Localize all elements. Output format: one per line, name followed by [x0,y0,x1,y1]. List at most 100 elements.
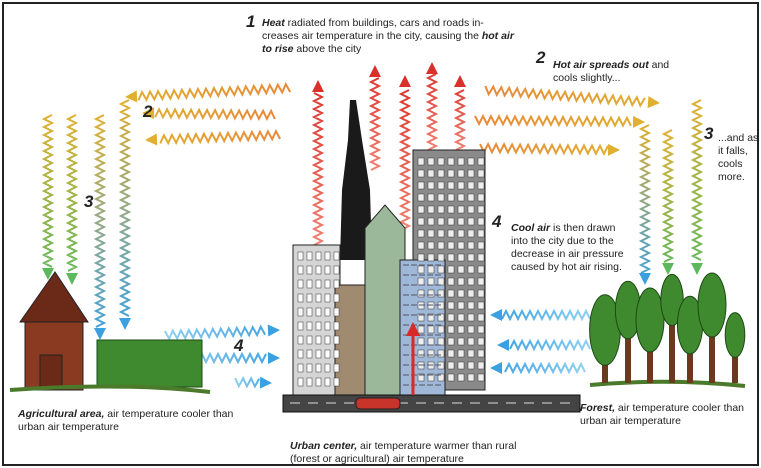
window [468,314,474,321]
text-block: Cool air is then drawn into the city due… [511,222,626,274]
window [448,362,454,369]
window [298,364,303,372]
window [316,266,321,274]
window [448,374,454,381]
farm-house [20,272,88,390]
window [418,350,424,357]
window [468,158,474,165]
air-arrow [693,100,701,260]
arrow-head [268,352,280,364]
window [458,266,464,273]
window [418,254,424,261]
step-number: 3 [84,192,93,212]
window [428,254,434,261]
window [458,158,464,165]
arrow-head [490,309,502,321]
window [438,350,444,357]
window [298,350,303,358]
window [458,194,464,201]
window [428,182,434,189]
window [468,182,474,189]
window [438,290,444,297]
arrow-head [662,263,674,275]
air-arrow [401,90,409,230]
window [428,158,434,165]
air-arrow [44,115,52,267]
window [438,278,444,285]
window [428,278,434,285]
window [478,194,484,201]
window [468,278,474,285]
window [418,242,424,249]
text: above the city [294,43,362,55]
window [307,308,312,316]
tree-crown [698,273,726,337]
step-number: 4 [234,336,243,356]
air-arrow [160,131,280,143]
window [478,266,484,273]
arrow-head [312,80,324,92]
air-arrow [371,78,379,170]
window [438,338,444,345]
window [428,290,434,297]
arrow-head [94,328,106,340]
window [458,362,464,369]
window [438,218,444,225]
window [438,170,444,177]
air-arrow [428,74,436,150]
window [468,254,474,261]
window [468,338,474,345]
window [478,350,484,357]
window [428,230,434,237]
window [307,280,312,288]
window [478,170,484,177]
window [448,194,454,201]
window [418,194,424,201]
arrow-head [490,362,502,374]
window [316,252,321,260]
diagram: 1Heat radiated from buildings, cars and … [0,0,761,468]
window [458,374,464,381]
arrow-head [497,339,509,351]
window [298,336,303,344]
window [334,280,339,288]
arrow-head [66,273,78,285]
window [307,252,312,260]
air-arrow [165,327,265,339]
arrow-head [608,144,620,156]
air-arrow [155,109,275,119]
window [334,294,339,302]
air-arrow [485,86,645,106]
window [316,350,321,358]
window [418,230,424,237]
window [298,322,303,330]
window [448,158,454,165]
window [478,254,484,261]
window [458,182,464,189]
air-arrow [314,93,322,245]
window [458,290,464,297]
window [438,266,444,273]
window [307,322,312,330]
window [418,290,424,297]
window [478,158,484,165]
window [478,206,484,213]
window [468,326,474,333]
window [418,338,424,345]
window [448,242,454,249]
window [418,170,424,177]
window [428,206,434,213]
emphasis: Agricultural area, [18,408,104,420]
window [468,374,474,381]
arrow-head [648,96,660,108]
air-arrow [505,364,585,372]
window [468,206,474,213]
window [325,378,330,386]
window [316,378,321,386]
window [478,338,484,345]
tree-crown [725,313,745,358]
window [316,322,321,330]
window [428,194,434,201]
window [325,322,330,330]
window [334,266,339,274]
